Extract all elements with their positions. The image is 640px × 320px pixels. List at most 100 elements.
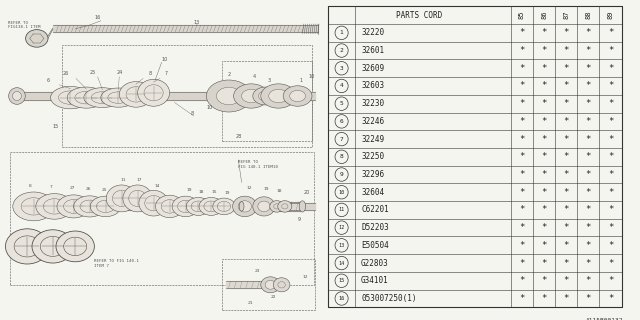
Text: 21: 21: [248, 301, 253, 305]
Text: *: *: [608, 259, 613, 268]
Text: 32220: 32220: [361, 28, 384, 37]
Text: *: *: [519, 294, 525, 303]
Text: *: *: [608, 188, 613, 197]
Text: *: *: [586, 223, 591, 232]
Text: *: *: [564, 241, 569, 250]
Ellipse shape: [290, 90, 305, 102]
Text: *: *: [608, 205, 613, 214]
Text: 87: 87: [563, 11, 569, 20]
Ellipse shape: [32, 230, 74, 263]
Text: *: *: [541, 135, 547, 144]
Ellipse shape: [213, 198, 236, 215]
Ellipse shape: [241, 89, 261, 103]
Text: 13: 13: [194, 20, 200, 25]
Text: *: *: [541, 276, 547, 285]
Ellipse shape: [9, 88, 26, 104]
Text: 19: 19: [225, 191, 230, 195]
Text: 22: 22: [271, 295, 276, 299]
Text: *: *: [564, 223, 569, 232]
Ellipse shape: [156, 195, 184, 218]
Text: 32249: 32249: [361, 135, 384, 144]
Text: *: *: [519, 276, 525, 285]
Text: *: *: [608, 294, 613, 303]
Text: *: *: [586, 205, 591, 214]
Text: 15: 15: [212, 190, 217, 194]
Ellipse shape: [265, 280, 276, 289]
Text: *: *: [564, 46, 569, 55]
Text: REFER TO
FIG 140-1 ITEM10: REFER TO FIG 140-1 ITEM10: [239, 160, 278, 169]
Text: *: *: [519, 82, 525, 91]
Ellipse shape: [138, 79, 170, 106]
Text: 7: 7: [50, 185, 52, 189]
Text: 19: 19: [186, 188, 191, 192]
Text: 27: 27: [69, 187, 75, 190]
Text: *: *: [519, 64, 525, 73]
Text: *: *: [586, 28, 591, 37]
Text: *: *: [564, 276, 569, 285]
Text: 19: 19: [264, 188, 269, 191]
Text: 12: 12: [339, 225, 345, 230]
Text: 18: 18: [199, 190, 204, 194]
Text: *: *: [541, 170, 547, 179]
Text: *: *: [519, 223, 525, 232]
Text: *: *: [608, 28, 613, 37]
Text: 10: 10: [207, 105, 212, 110]
Text: *: *: [564, 28, 569, 37]
Text: *: *: [564, 64, 569, 73]
Text: *: *: [586, 294, 591, 303]
Ellipse shape: [278, 201, 292, 212]
Ellipse shape: [270, 201, 284, 212]
Text: 32250: 32250: [361, 152, 384, 161]
Text: 2: 2: [227, 72, 230, 77]
Text: G34101: G34101: [361, 276, 389, 285]
Text: *: *: [586, 46, 591, 55]
Text: *: *: [564, 82, 569, 91]
Text: *: *: [586, 152, 591, 161]
Text: *: *: [564, 135, 569, 144]
Text: E50504: E50504: [361, 241, 389, 250]
Text: 13: 13: [339, 243, 345, 248]
Text: 16: 16: [95, 15, 100, 20]
Text: PARTS CORD: PARTS CORD: [396, 11, 443, 20]
Text: 88: 88: [586, 11, 591, 20]
Text: 32296: 32296: [361, 170, 384, 179]
Text: *: *: [541, 64, 547, 73]
Text: *: *: [541, 205, 547, 214]
Text: *: *: [586, 241, 591, 250]
Bar: [10, 152, 314, 285]
Text: 14: 14: [339, 260, 345, 266]
Text: *: *: [541, 152, 547, 161]
Text: 32230: 32230: [361, 99, 384, 108]
Ellipse shape: [216, 87, 241, 105]
Text: D52203: D52203: [361, 223, 389, 232]
Text: *: *: [586, 99, 591, 108]
Ellipse shape: [56, 231, 95, 262]
Text: 10: 10: [162, 57, 168, 62]
Text: 8: 8: [191, 111, 193, 116]
Text: *: *: [519, 205, 525, 214]
Ellipse shape: [123, 185, 152, 212]
Text: 6: 6: [340, 119, 344, 124]
Ellipse shape: [259, 91, 273, 101]
Text: 9: 9: [340, 172, 344, 177]
Text: *: *: [586, 276, 591, 285]
Text: *: *: [608, 82, 613, 91]
Text: 5: 5: [340, 101, 344, 106]
Text: *: *: [519, 28, 525, 37]
Text: *: *: [541, 188, 547, 197]
Text: *: *: [586, 64, 591, 73]
Ellipse shape: [84, 88, 121, 108]
Text: *: *: [564, 205, 569, 214]
Ellipse shape: [284, 86, 312, 106]
Text: 15: 15: [339, 278, 345, 283]
Text: *: *: [541, 259, 547, 268]
Text: 1: 1: [300, 77, 302, 83]
Ellipse shape: [186, 197, 211, 215]
Text: G22803: G22803: [361, 259, 389, 268]
Ellipse shape: [239, 202, 244, 211]
Ellipse shape: [233, 196, 257, 217]
Ellipse shape: [36, 194, 73, 219]
Text: 28: 28: [236, 134, 241, 139]
Text: 12: 12: [246, 186, 252, 190]
Ellipse shape: [269, 89, 288, 103]
